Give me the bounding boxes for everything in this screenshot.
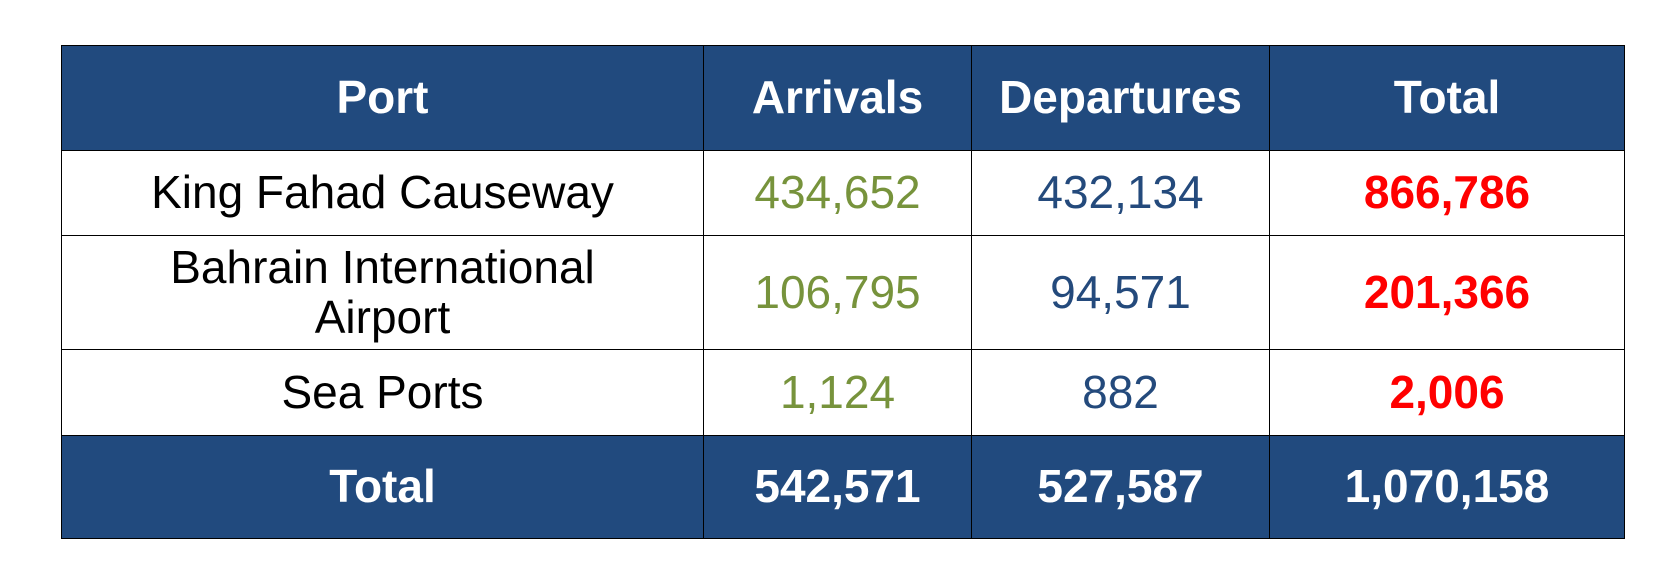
header-cell: Port (61, 45, 704, 151)
table-footer: Total 542,571 527,587 1,070,158 (61, 435, 1625, 539)
table-cell: 866,786 (1269, 150, 1625, 236)
footer-cell: 527,587 (971, 435, 1270, 539)
footer-cell: Total (61, 435, 704, 539)
footer-cell: 542,571 (703, 435, 972, 539)
table-cell: 201,366 (1269, 235, 1625, 350)
table-cell: 434,652 (703, 150, 972, 236)
header-row: Port Arrivals Departures Total (61, 45, 1625, 151)
table-cell: 94,571 (971, 235, 1270, 350)
footer-cell: 1,070,158 (1269, 435, 1625, 539)
header-cell: Total (1269, 45, 1625, 151)
table-cell: Bahrain International Airport (61, 235, 704, 350)
table-row: Sea Ports 1,124 882 2,006 (61, 349, 1625, 436)
table-cell: 106,795 (703, 235, 972, 350)
table-cell: 1,124 (703, 349, 972, 436)
table-header: Port Arrivals Departures Total (61, 45, 1625, 151)
table-body: King Fahad Causeway 434,652 432,134 866,786… (61, 150, 1625, 436)
header-cell: Departures (971, 45, 1270, 151)
table-cell: Sea Ports (61, 349, 704, 436)
table-row: Bahrain International Airport 106,795 94,5… (61, 235, 1625, 350)
header-cell: Arrivals (703, 45, 972, 151)
table-cell: 882 (971, 349, 1270, 436)
table-cell: King Fahad Causeway (61, 150, 704, 236)
footer-row: Total 542,571 527,587 1,070,158 (61, 435, 1625, 539)
table-row: King Fahad Causeway 434,652 432,134 866,786 (61, 150, 1625, 236)
table-cell: 2,006 (1269, 349, 1625, 436)
ports-table: Port Arrivals Departures Total King Faha… (61, 45, 1625, 539)
table-cell: 432,134 (971, 150, 1270, 236)
